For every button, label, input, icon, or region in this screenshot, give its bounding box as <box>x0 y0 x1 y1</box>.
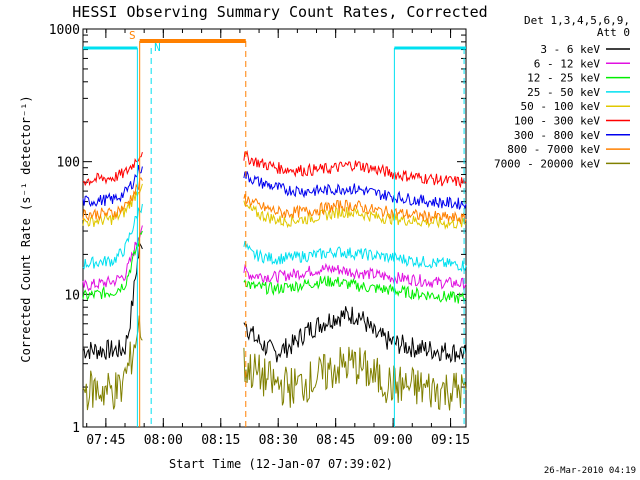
series-line-0 <box>243 306 467 364</box>
series-line-7 <box>82 177 143 222</box>
y-tick-label: 1 <box>72 421 80 436</box>
series-line-3 <box>82 203 143 270</box>
plot-area: 1 10 100 1000 07:45 08:00 08:15 08:30 08:45 09:00… <box>49 23 470 448</box>
series-line-8 <box>82 315 143 411</box>
legend-label: 7000 - 20000 keV <box>494 157 600 170</box>
series-line-5 <box>82 151 143 187</box>
legend-label: 25 - 50 keV <box>527 86 600 99</box>
legend-label: 3 - 6 keV <box>540 43 600 56</box>
y-tick-label: 1000 <box>49 23 80 38</box>
legend-header: Att 0 <box>597 26 630 39</box>
series-line-4 <box>82 183 143 227</box>
series-line-0 <box>82 241 143 360</box>
annotation-s-label: S <box>129 29 136 42</box>
series-line-2 <box>82 230 143 301</box>
x-axis-label: Start Time (12-Jan-07 07:39:02) <box>169 457 393 471</box>
legend-header: Det 1,3,4,5,6,9, <box>524 14 630 27</box>
chart-title: HESSI Observing Summary Count Rates, Cor… <box>72 3 487 21</box>
y-tick-label: 100 <box>57 156 80 171</box>
series-line-3 <box>243 240 467 272</box>
legend-label: 50 - 100 keV <box>521 100 601 113</box>
legend-label: 12 - 25 keV <box>527 72 600 85</box>
legend-label: 800 - 7000 keV <box>507 143 600 156</box>
legend-label: 300 - 800 keV <box>514 129 600 142</box>
series-line-8 <box>243 346 467 411</box>
series-line-4 <box>243 200 467 230</box>
x-tick-label: 09:15 <box>431 433 470 448</box>
legend-label: 6 - 12 keV <box>534 57 601 70</box>
series-line-1 <box>243 262 467 290</box>
x-tick-label: 07:45 <box>86 433 125 448</box>
y-tick-label: 10 <box>64 288 80 303</box>
x-tick-label: 09:00 <box>374 433 413 448</box>
series-line-7 <box>243 193 467 225</box>
plot-frame <box>82 28 467 428</box>
x-tick-label: 08:45 <box>316 433 355 448</box>
series-line-2 <box>243 275 467 304</box>
series-line-6 <box>82 165 143 208</box>
annotation-n-label: N <box>154 41 161 54</box>
x-tick-label: 08:15 <box>201 433 240 448</box>
footer-date: 26-Mar-2010 04:19 <box>544 466 636 476</box>
series-line-5 <box>243 150 467 189</box>
legend-label: 100 - 300 keV <box>514 115 600 128</box>
x-tick-label: 08:30 <box>259 433 298 448</box>
series-line-1 <box>82 225 143 292</box>
x-tick-label: 08:00 <box>144 433 183 448</box>
series-line-6 <box>243 171 467 210</box>
y-axis-label: Corrected Count Rate (s⁻¹ detector⁻¹) <box>19 95 33 362</box>
